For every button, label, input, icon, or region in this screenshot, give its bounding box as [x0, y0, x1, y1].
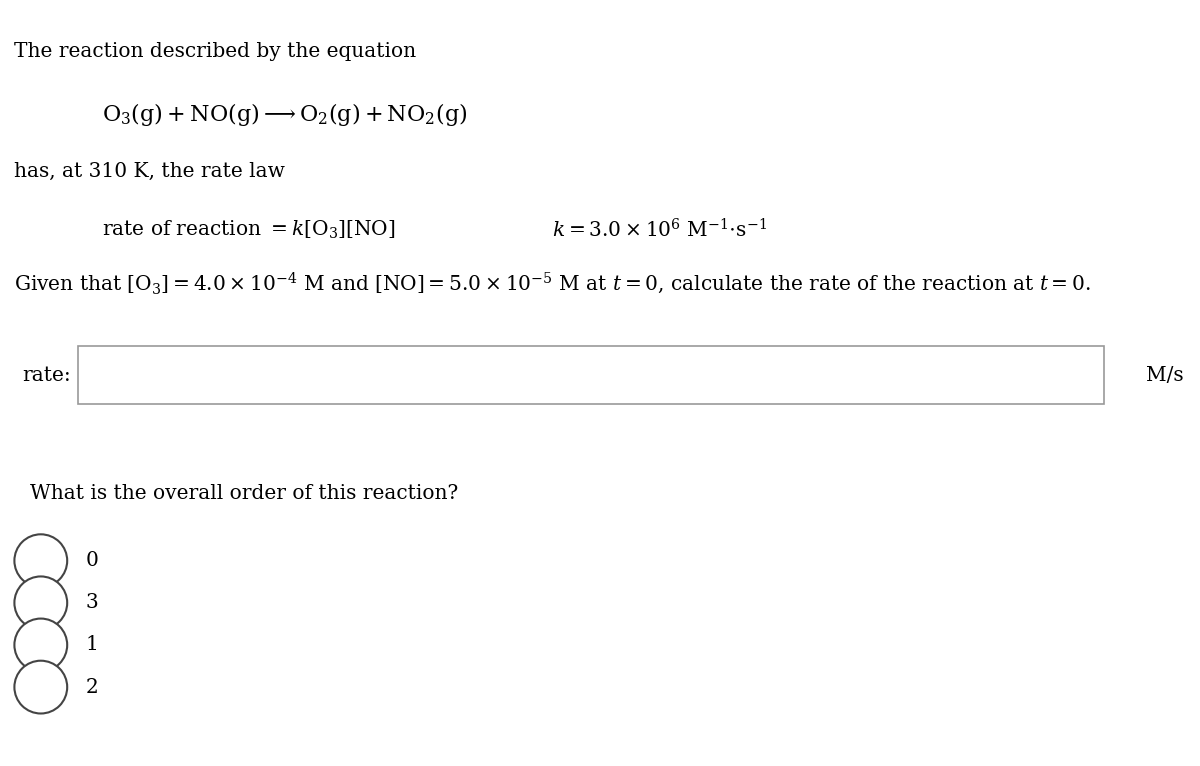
Text: 0: 0	[85, 552, 98, 570]
Text: 1: 1	[85, 636, 98, 654]
Text: Given that $[\mathrm{O_3}] = 4.0 \times 10^{-4}$ M and $[\mathrm{NO}] = 5.0 \tim: Given that $[\mathrm{O_3}] = 4.0 \times …	[14, 270, 1091, 296]
Text: $\mathrm{O_3(g) + NO(g) \longrightarrow O_2(g) + NO_2(g)}$: $\mathrm{O_3(g) + NO(g) \longrightarrow …	[102, 101, 467, 128]
Text: The reaction described by the equation: The reaction described by the equation	[14, 42, 416, 61]
Text: has, at 310 K, the rate law: has, at 310 K, the rate law	[14, 162, 286, 182]
Bar	[78, 346, 1104, 404]
Text: 2: 2	[85, 678, 98, 696]
Text: rate:: rate:	[22, 366, 71, 385]
Text: 3: 3	[85, 594, 98, 612]
Ellipse shape	[14, 577, 67, 629]
Text: What is the overall order of this reaction?: What is the overall order of this reacti…	[30, 484, 458, 503]
Text: M/s: M/s	[1146, 366, 1183, 385]
Ellipse shape	[14, 535, 67, 587]
Ellipse shape	[14, 619, 67, 671]
Text: $k = 3.0 \times 10^6\ \mathrm{M^{-1}{\cdot}s^{-1}}$: $k = 3.0 \times 10^6\ \mathrm{M^{-1}{\cd…	[552, 218, 767, 241]
Text: rate of reaction $= k[\mathrm{O_3}][\mathrm{NO}]$: rate of reaction $= k[\mathrm{O_3}][\mat…	[102, 218, 396, 241]
Ellipse shape	[14, 661, 67, 713]
